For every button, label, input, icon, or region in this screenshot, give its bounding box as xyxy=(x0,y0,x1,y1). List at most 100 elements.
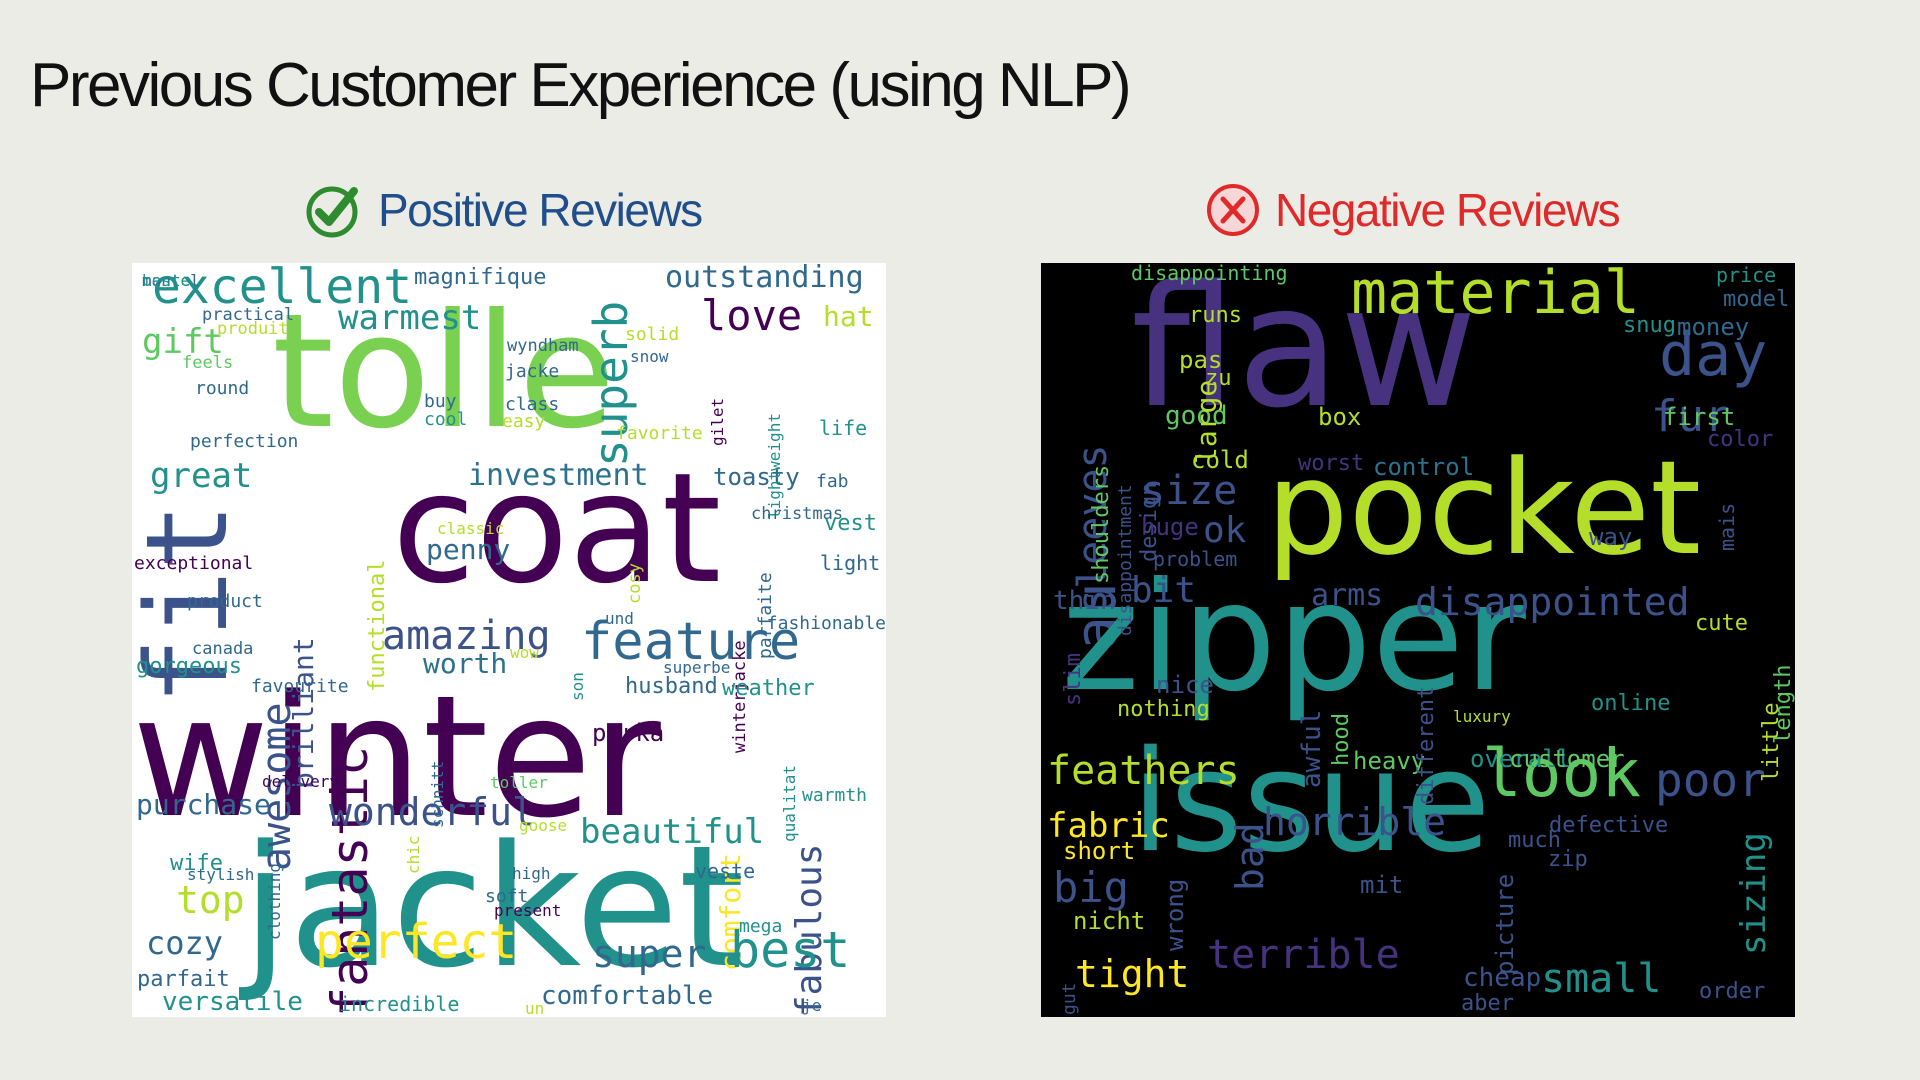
negative-reviews-label: Negative Reviews xyxy=(1275,184,1621,236)
positive-word: clothing xyxy=(265,862,284,940)
negative-word: cheap xyxy=(1463,963,1542,993)
negative-word: luxury xyxy=(1453,707,1511,726)
negative-word: tight xyxy=(1075,952,1190,996)
positive-word: buy xyxy=(424,391,457,412)
positive-word: favourite xyxy=(251,676,349,697)
positive-word: outstanding xyxy=(665,263,864,295)
positive-word: mantel xyxy=(142,271,200,290)
negative-word: worst xyxy=(1298,451,1365,476)
positive-word: stylish xyxy=(187,865,255,884)
positive-word: beste xyxy=(142,271,191,290)
negative-word: cute xyxy=(1695,611,1748,636)
positive-word: veste xyxy=(695,859,756,883)
slide-title: Previous Customer Experience (using NLP) xyxy=(30,51,1132,120)
positive-word: cosy xyxy=(625,562,645,604)
positive-word: solid xyxy=(625,324,680,345)
negative-word: shoulders xyxy=(1089,464,1114,584)
negative-word: runs xyxy=(1189,303,1242,328)
negative-word: hood xyxy=(1329,712,1354,766)
negative-word: model xyxy=(1723,287,1790,312)
positive-word: warmth xyxy=(802,785,868,806)
positive-word: parfait xyxy=(137,967,230,992)
negative-word: way xyxy=(1589,523,1633,551)
negative-word: color xyxy=(1707,427,1774,452)
positive-word: gilet xyxy=(708,397,727,446)
positive-word: round xyxy=(195,378,250,399)
positive-word: jacke xyxy=(505,361,560,382)
negative-word: ok xyxy=(1203,510,1247,551)
positive-word: son xyxy=(568,671,587,701)
negative-word: pocket xyxy=(1266,432,1702,584)
positive-word: comfortable xyxy=(541,981,714,1011)
positive-word: best xyxy=(730,921,851,979)
check-circle-icon xyxy=(306,186,358,238)
positive-word: beautiful xyxy=(580,812,765,852)
positive-word: und xyxy=(605,609,634,628)
positive-word: coat xyxy=(392,440,722,617)
positive-word: class xyxy=(505,394,560,415)
negative-word: picture xyxy=(1491,873,1519,975)
positive-word: jacket xyxy=(242,809,745,1005)
positive-word: cool xyxy=(424,409,468,430)
negative-word: zip xyxy=(1548,847,1588,872)
positive-word: present xyxy=(494,901,562,920)
positive-word: feature xyxy=(581,612,801,672)
positive-word: worth xyxy=(423,647,508,680)
positive-word: qualitat xyxy=(780,764,799,842)
positive-word: great xyxy=(150,456,253,496)
positive-word: light xyxy=(820,551,881,575)
positive-word: exceptional xyxy=(134,553,254,574)
positive-word: love xyxy=(701,291,803,340)
negative-word: terrible xyxy=(1207,932,1400,978)
negative-word: awful xyxy=(1297,709,1327,788)
negative-word: big xyxy=(1053,863,1129,912)
negative-word: nothing xyxy=(1117,697,1210,722)
negative-word: fabric xyxy=(1047,806,1170,846)
negative-word: problem xyxy=(1153,547,1238,571)
positive-word: superbe xyxy=(663,658,731,677)
negative-word: horrible xyxy=(1263,800,1447,844)
negative-word-cloud: flaw material price disappointing day model mo… xyxy=(1041,263,1795,1017)
positive-word: toller xyxy=(490,773,548,792)
negative-word: huge xyxy=(1141,513,1199,541)
negative-word: small xyxy=(1541,956,1662,1002)
negative-word: arms xyxy=(1311,578,1384,613)
negative-word: control xyxy=(1373,453,1475,481)
negative-word: look xyxy=(1482,735,1641,812)
negative-word: price xyxy=(1716,263,1777,287)
positive-word: je xyxy=(802,996,822,1015)
positive-word: cozy xyxy=(146,924,224,962)
negative-word: money xyxy=(1677,313,1750,341)
positive-word: gift xyxy=(142,322,224,362)
negative-word: gut xyxy=(1059,982,1080,1016)
positive-word: husband xyxy=(625,674,718,699)
positive-word: tolle xyxy=(272,280,616,464)
positive-word: snow xyxy=(630,347,669,366)
positive-word: product xyxy=(187,591,263,612)
positive-word: practical xyxy=(202,305,295,325)
positive-word: purchase xyxy=(136,788,271,821)
positive-word: produit xyxy=(217,319,289,339)
negative-word: mit xyxy=(1360,871,1404,899)
positive-word: high xyxy=(512,864,551,883)
negative-word: overall xyxy=(1470,745,1572,773)
negative-word: material xyxy=(1351,263,1640,328)
positive-word: lightweight xyxy=(765,412,784,519)
negative-word: sizing xyxy=(1734,832,1774,956)
positive-reviews-heading: Positive Reviews xyxy=(302,180,703,240)
negative-word: much xyxy=(1508,828,1561,853)
positive-word: warmest xyxy=(338,298,482,338)
positive-reviews-label: Positive Reviews xyxy=(378,184,703,236)
negative-word: mais xyxy=(1715,502,1739,551)
positive-word: schnitt xyxy=(428,760,447,829)
negative-word: order xyxy=(1699,979,1766,1004)
positive-word: perfection xyxy=(190,431,299,452)
x-circle-icon xyxy=(1207,184,1259,236)
positive-word: toasty xyxy=(713,463,800,491)
negative-word: slim xyxy=(1061,652,1086,706)
negative-word: flaw xyxy=(1131,263,1478,445)
positive-word: life xyxy=(819,416,868,440)
negative-word: heavy xyxy=(1353,747,1426,775)
positive-word: wife xyxy=(170,851,223,876)
positive-word: christmas xyxy=(751,504,844,524)
